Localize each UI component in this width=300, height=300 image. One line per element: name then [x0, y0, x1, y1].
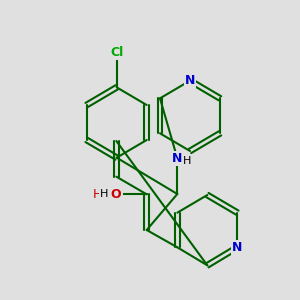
Text: H: H [183, 156, 191, 166]
Text: N: N [172, 152, 182, 165]
Text: N: N [185, 74, 195, 87]
Text: H: H [100, 189, 108, 199]
Text: O: O [111, 188, 121, 201]
Text: Cl: Cl [110, 46, 123, 59]
Text: HO: HO [92, 188, 112, 201]
Text: N: N [232, 241, 242, 254]
